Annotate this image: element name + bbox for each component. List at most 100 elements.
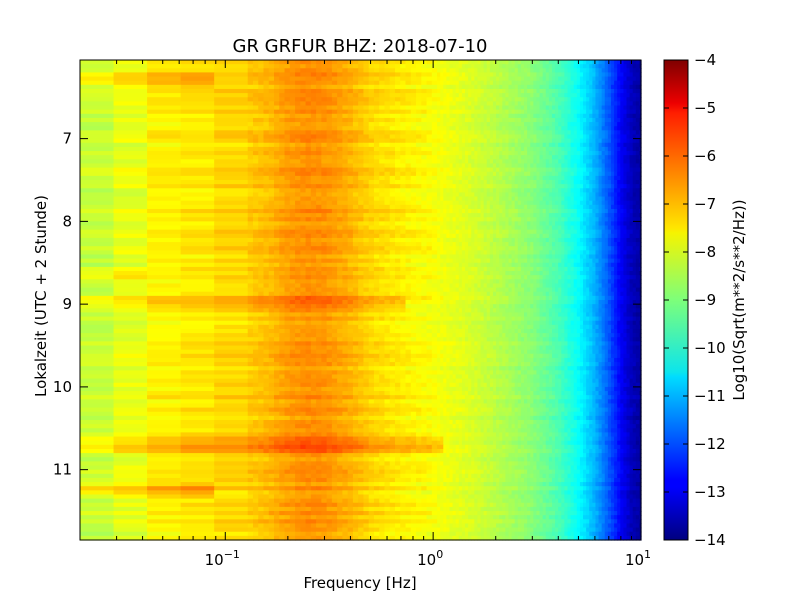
heatmap-cell: [247, 146, 254, 152]
heatmap-cell: [583, 180, 587, 185]
heatmap-cell: [604, 188, 609, 194]
heatmap-cell: [511, 171, 516, 177]
heatmap-cell: [595, 188, 600, 194]
heatmap-cell: [620, 142, 624, 148]
heatmap-cell: [530, 138, 534, 144]
heatmap-cell: [426, 134, 433, 140]
heatmap-cell: [295, 167, 301, 173]
heatmap-cell: [368, 130, 375, 136]
heatmap-cell: [452, 184, 457, 189]
heatmap-cell: [533, 60, 538, 65]
heatmap-cell: [592, 113, 597, 119]
heatmap-cell: [426, 97, 433, 102]
heatmap-cell: [368, 159, 375, 165]
heatmap-cell: [592, 142, 597, 148]
heatmap-cell: [289, 84, 296, 90]
heatmap-cell: [321, 184, 328, 189]
heatmap-cell: [517, 60, 522, 65]
heatmap-cell: [300, 225, 307, 231]
heatmap-cell: [458, 204, 463, 210]
heatmap-cell: [147, 101, 182, 107]
heatmap-cell: [626, 109, 631, 115]
heatmap-cell: [604, 126, 609, 131]
heatmap-cell: [379, 60, 386, 65]
heatmap-cell: [626, 80, 631, 86]
heatmap-cell: [289, 72, 296, 78]
heatmap-cell: [405, 97, 412, 102]
heatmap-cell: [426, 113, 433, 119]
heatmap-cell: [416, 242, 422, 247]
heatmap-cell: [517, 229, 522, 235]
heatmap-cell: [263, 246, 270, 251]
heatmap-cell: [452, 208, 457, 214]
heatmap-cell: [477, 225, 482, 231]
heatmap-cell: [598, 237, 603, 243]
heatmap-cell: [352, 60, 359, 65]
heatmap-cell: [489, 117, 494, 123]
heatmap-cell: [520, 88, 525, 94]
heatmap-cell: [620, 163, 624, 169]
heatmap-cell: [502, 138, 506, 144]
heatmap-cell: [342, 126, 349, 131]
heatmap-cell: [573, 113, 578, 119]
heatmap-cell: [295, 109, 301, 115]
heatmap-cell: [502, 97, 506, 102]
heatmap-cell: [514, 109, 519, 115]
heatmap-cell: [321, 76, 328, 82]
heatmap-cell: [530, 225, 534, 231]
heatmap-cell: [321, 134, 328, 140]
heatmap-cell: [558, 159, 562, 165]
heatmap-cell: [310, 155, 317, 160]
heatmap-cell: [300, 117, 307, 123]
heatmap-cell: [295, 175, 301, 181]
heatmap-cell: [632, 180, 637, 185]
heatmap-cell: [295, 117, 301, 123]
heatmap-cell: [446, 221, 451, 227]
heatmap-cell: [586, 192, 590, 198]
heatmap-cell: [113, 126, 148, 131]
heatmap-cell: [289, 225, 296, 231]
heatmap-cell: [384, 204, 391, 210]
heatmap-cell: [443, 192, 447, 198]
heatmap-cell: [505, 126, 510, 131]
heatmap-cell: [486, 126, 491, 131]
heatmap-cell: [610, 184, 615, 189]
heatmap-cell: [558, 167, 562, 173]
heatmap-cell: [583, 97, 587, 102]
heatmap-cell: [474, 242, 479, 247]
heatmap-cell: [486, 142, 491, 148]
heatmap-cell: [352, 204, 359, 210]
heatmap-cell: [527, 242, 531, 247]
heatmap-cell: [539, 126, 544, 131]
heatmap-cell: [113, 163, 148, 169]
heatmap-cell: [147, 134, 182, 140]
heatmap-cell: [446, 134, 451, 140]
heatmap-cell: [342, 246, 349, 251]
heatmap-cell: [511, 229, 516, 235]
heatmap-cell: [410, 117, 417, 123]
heatmap-cell: [508, 175, 513, 181]
heatmap-cell: [638, 225, 642, 231]
heatmap-cell: [373, 151, 380, 156]
heatmap-cell: [542, 68, 547, 74]
heatmap-cell: [449, 72, 454, 78]
heatmap-cell: [452, 159, 457, 165]
heatmap-cell: [373, 200, 380, 206]
heatmap-cell: [180, 105, 215, 111]
heatmap-cell: [551, 109, 556, 115]
heatmap-cell: [555, 146, 559, 152]
heatmap-cell: [446, 68, 451, 74]
heatmap-cell: [252, 225, 259, 231]
heatmap-cell: [499, 113, 503, 119]
heatmap-cell: [458, 180, 463, 185]
heatmap-cell: [352, 97, 359, 102]
heatmap-cell: [431, 188, 438, 194]
heatmap-cell: [394, 109, 401, 115]
heatmap-cell: [468, 237, 472, 243]
heatmap-cell: [316, 146, 322, 152]
heatmap-cell: [331, 233, 338, 239]
heatmap-cell: [321, 155, 328, 160]
heatmap-cell: [551, 229, 556, 235]
heatmap-cell: [551, 221, 556, 227]
heatmap-cell: [284, 200, 291, 206]
